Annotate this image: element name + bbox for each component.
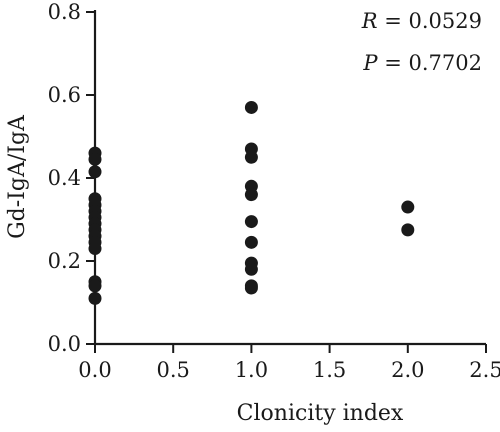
data-point	[401, 223, 415, 237]
y-tick-label: 0.0	[48, 332, 81, 356]
data-points	[88, 100, 415, 305]
y-tick-label: 0.8	[48, 0, 81, 24]
x-tick-label: 1.0	[235, 358, 268, 382]
x-tick-label: 0.0	[78, 358, 111, 382]
y-tick-label: 0.4	[48, 166, 81, 190]
data-point	[244, 262, 258, 276]
x-tick-label: 1.5	[313, 358, 346, 382]
x-ticks: 0.0 0.5 1.0 1.5 2.0 2.5	[78, 344, 500, 382]
x-tick-label: 2.5	[469, 358, 500, 382]
data-point	[244, 150, 258, 164]
p-value: = 0.7702	[378, 51, 482, 75]
r-value: = 0.0529	[378, 9, 482, 33]
y-tick-label: 0.2	[48, 249, 81, 273]
data-point	[88, 242, 102, 256]
y-tick-label: 0.6	[48, 83, 81, 107]
data-point	[88, 165, 102, 179]
data-point	[244, 188, 258, 202]
data-point	[244, 235, 258, 249]
r-statistic: R = 0.0529	[361, 9, 482, 33]
p-symbol: P	[362, 51, 378, 75]
data-point	[88, 152, 102, 166]
p-statistic: P = 0.7702	[362, 51, 482, 75]
data-point	[88, 291, 102, 305]
data-point	[244, 281, 258, 295]
y-axis-title: Gd-IgA/IgA	[5, 114, 30, 239]
data-point	[88, 279, 102, 293]
x-tick-label: 0.5	[156, 358, 189, 382]
data-point	[244, 215, 258, 229]
data-point	[244, 100, 258, 114]
x-axis-title: Clonicity index	[237, 401, 404, 426]
r-symbol: R	[361, 9, 378, 33]
data-point	[401, 200, 415, 214]
x-tick-label: 2.0	[391, 358, 424, 382]
y-ticks: 0.0 0.2 0.4 0.6 0.8	[48, 0, 95, 356]
